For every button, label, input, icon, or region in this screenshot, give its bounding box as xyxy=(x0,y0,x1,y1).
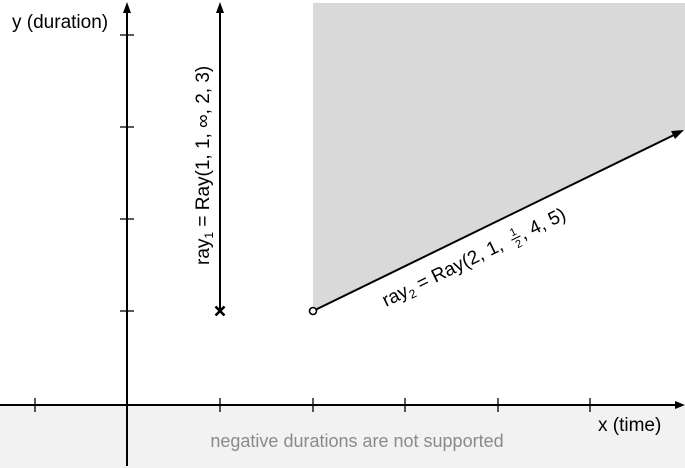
ray1-subscript: 1 xyxy=(202,232,216,239)
ray2-fraction-bar xyxy=(511,235,521,241)
ray2-name: ray xyxy=(379,281,412,312)
ray2-fraction-denominator: 2 xyxy=(514,238,525,251)
ray1-infinity: ∞ xyxy=(193,114,214,128)
ray2 xyxy=(308,130,684,316)
y-axis-arrowhead xyxy=(123,2,131,13)
ray2-fraction-numerator: 1 xyxy=(508,226,519,239)
ray1 xyxy=(214,2,226,317)
y-axis xyxy=(120,2,134,466)
ray2-expression-suffix: , 4, 5) xyxy=(517,204,570,244)
negative-region xyxy=(0,405,685,468)
ray2-arrowhead xyxy=(671,130,684,139)
x-axis-arrowhead xyxy=(675,401,685,409)
ray1-arrowhead xyxy=(216,2,224,13)
ray1-label: ray1 = Ray(1, 1, ∞, 2, 3) xyxy=(193,66,216,265)
ray1-name: ray xyxy=(193,238,214,265)
negative-region-note: negative durations are not supported xyxy=(210,431,503,451)
y-axis-label: y (duration) xyxy=(12,12,108,33)
ray1-expression-prefix: = Ray(1, 1, xyxy=(193,128,214,232)
ray2-shaded-region xyxy=(313,3,685,311)
ray2-start-marker xyxy=(308,306,318,316)
x-axis-label: x (time) xyxy=(598,415,661,436)
ray1-expression-suffix: , 2, 3) xyxy=(193,66,214,115)
x-axis xyxy=(0,398,685,412)
ray1-start-marker xyxy=(214,305,226,317)
